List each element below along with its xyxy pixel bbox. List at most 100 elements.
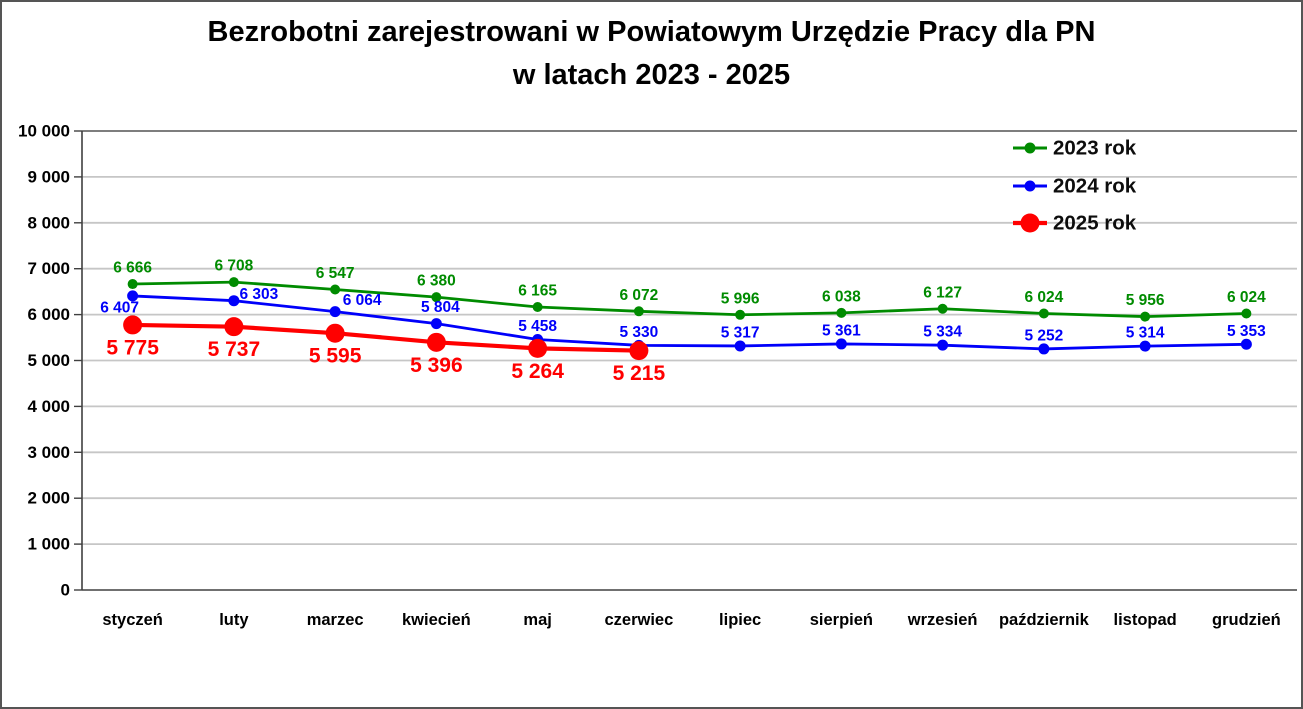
- data-point-marker: [1240, 338, 1252, 350]
- data-point-label: 5 353: [1227, 323, 1266, 340]
- data-point-label: 6 303: [239, 286, 278, 303]
- data-point-marker: [228, 277, 239, 288]
- x-axis-label: luty: [219, 611, 249, 629]
- legend-item-2024-rok: 2024 rok: [1013, 175, 1137, 198]
- data-point-marker: [1038, 308, 1049, 319]
- data-point-marker: [937, 303, 948, 314]
- data-point-label: 6 547: [316, 265, 355, 282]
- x-axis-label: lipiec: [719, 611, 761, 629]
- y-axis-label: 1 000: [27, 535, 70, 554]
- data-point-marker: [937, 339, 949, 351]
- data-point-label: 5 956: [1126, 292, 1165, 309]
- y-axis-label: 2 000: [27, 489, 70, 508]
- y-axis-label: 4 000: [27, 397, 70, 416]
- data-point-label: 5 595: [309, 345, 362, 368]
- data-point-label: 5 458: [518, 318, 557, 335]
- series-line-2023-rok: [131, 280, 1248, 319]
- legend-dot-icon: [1024, 142, 1036, 154]
- data-point-label: 6 708: [214, 258, 253, 275]
- data-point-marker: [431, 292, 442, 303]
- data-point-label: 5 396: [410, 354, 463, 377]
- data-point-marker: [532, 302, 543, 313]
- legend-dot-icon: [1020, 213, 1040, 233]
- data-point-label: 6 024: [1227, 289, 1266, 306]
- data-point-marker: [629, 341, 649, 361]
- y-axis-labels: 0 1 000 2 000 3 000 4 000 5 000 6 000 7 000 8 00…: [18, 122, 70, 600]
- data-point-label: 6 165: [518, 283, 557, 300]
- series-line-2024-rok: [131, 294, 1248, 351]
- data-point-label: 5 330: [619, 324, 658, 341]
- data-point-label: 6 024: [1024, 289, 1063, 306]
- legend-label: 2023 rok: [1053, 137, 1137, 160]
- data-point-marker: [127, 279, 138, 290]
- data-point-marker: [528, 338, 548, 358]
- data-point-label: 5 215: [613, 362, 666, 385]
- legend-item-2025-rok: 2025 rok: [1013, 212, 1137, 235]
- x-axis-label: październik: [999, 611, 1090, 629]
- legend-label: 2025 rok: [1053, 212, 1137, 235]
- chart-title-line2: w latach 2023 - 2025: [512, 59, 791, 91]
- y-axis-label: 10 000: [18, 122, 70, 141]
- series-2024-rok: 6 407 6 303 6 064 5 804 5 458 5 330 5 317 5 361…: [100, 286, 1266, 355]
- data-point-marker: [330, 284, 341, 295]
- x-axis-labels: styczeń luty marzec kwiecień maj czerwiec lipi…: [102, 611, 1280, 629]
- x-axis-label: grudzień: [1212, 611, 1281, 629]
- legend-item-2023-rok: 2023 rok: [1013, 137, 1137, 160]
- x-axis-label: sierpień: [810, 611, 873, 629]
- x-axis-label: maj: [523, 611, 551, 629]
- data-point-marker: [430, 318, 442, 330]
- data-point-label: 5 737: [208, 338, 261, 361]
- y-gridlines: [82, 130, 1297, 545]
- y-axis-label: 3 000: [27, 443, 70, 462]
- y-axis-label: 5 000: [27, 351, 70, 370]
- data-point-marker: [836, 307, 847, 318]
- data-point-label: 6 407: [100, 299, 139, 316]
- x-axis-label: marzec: [307, 611, 364, 629]
- data-point-label: 6 064: [343, 292, 382, 309]
- data-point-label: 5 361: [822, 322, 861, 339]
- y-axis-label: 6 000: [27, 305, 70, 324]
- data-point-marker: [835, 338, 847, 350]
- data-point-label: 5 264: [511, 360, 564, 383]
- legend: 2023 rok 2024 rok 2025 rok: [1013, 137, 1137, 235]
- data-point-marker: [123, 315, 143, 335]
- data-point-marker: [633, 306, 644, 317]
- data-point-marker: [329, 306, 341, 318]
- data-point-marker: [1139, 340, 1151, 352]
- data-point-label: 6 380: [417, 273, 456, 290]
- series-line-2025-rok: [130, 322, 641, 353]
- data-point-label: 5 804: [421, 299, 460, 316]
- x-axis-label: styczeń: [102, 611, 163, 629]
- data-point-label: 6 072: [619, 287, 658, 304]
- data-point-label: 5 334: [923, 324, 962, 341]
- data-point-marker: [127, 290, 139, 302]
- chart-title: Bezrobotni zarejestrowani w Powiatowym U…: [2, 11, 1301, 97]
- data-point-label: 6 127: [923, 284, 962, 301]
- chart-title-line1: Bezrobotni zarejestrowani w Powiatowym U…: [207, 16, 1096, 48]
- x-axis-label: wrzesień: [907, 611, 978, 629]
- series-2025-rok: 5 775 5 737 5 595 5 396 5 264 5 215: [106, 315, 665, 385]
- x-axis-label: czerwiec: [604, 611, 673, 629]
- data-point-marker: [1038, 343, 1050, 355]
- data-point-label: 5 317: [721, 324, 760, 341]
- data-point-label: 5 252: [1024, 327, 1063, 344]
- data-point-label: 5 996: [721, 290, 760, 307]
- data-point-marker: [228, 295, 240, 307]
- legend-label: 2024 rok: [1053, 175, 1137, 198]
- data-point-label: 6 666: [113, 260, 152, 277]
- data-point-marker: [1140, 311, 1151, 322]
- legend-dot-icon: [1024, 180, 1036, 192]
- data-point-label: 5 775: [106, 336, 159, 359]
- y-axis-label: 0: [61, 581, 70, 600]
- data-point-marker: [426, 332, 446, 352]
- y-axis-label: 8 000: [27, 213, 70, 232]
- data-point-label: 5 314: [1126, 325, 1165, 342]
- y-axis-ticks: [74, 130, 82, 591]
- x-axis-label: listopad: [1113, 611, 1176, 629]
- x-axis-label: kwiecień: [402, 611, 471, 629]
- data-point-marker: [1241, 308, 1252, 319]
- data-point-marker: [325, 323, 345, 343]
- data-point-marker: [224, 317, 244, 337]
- y-axis-label: 7 000: [27, 259, 70, 278]
